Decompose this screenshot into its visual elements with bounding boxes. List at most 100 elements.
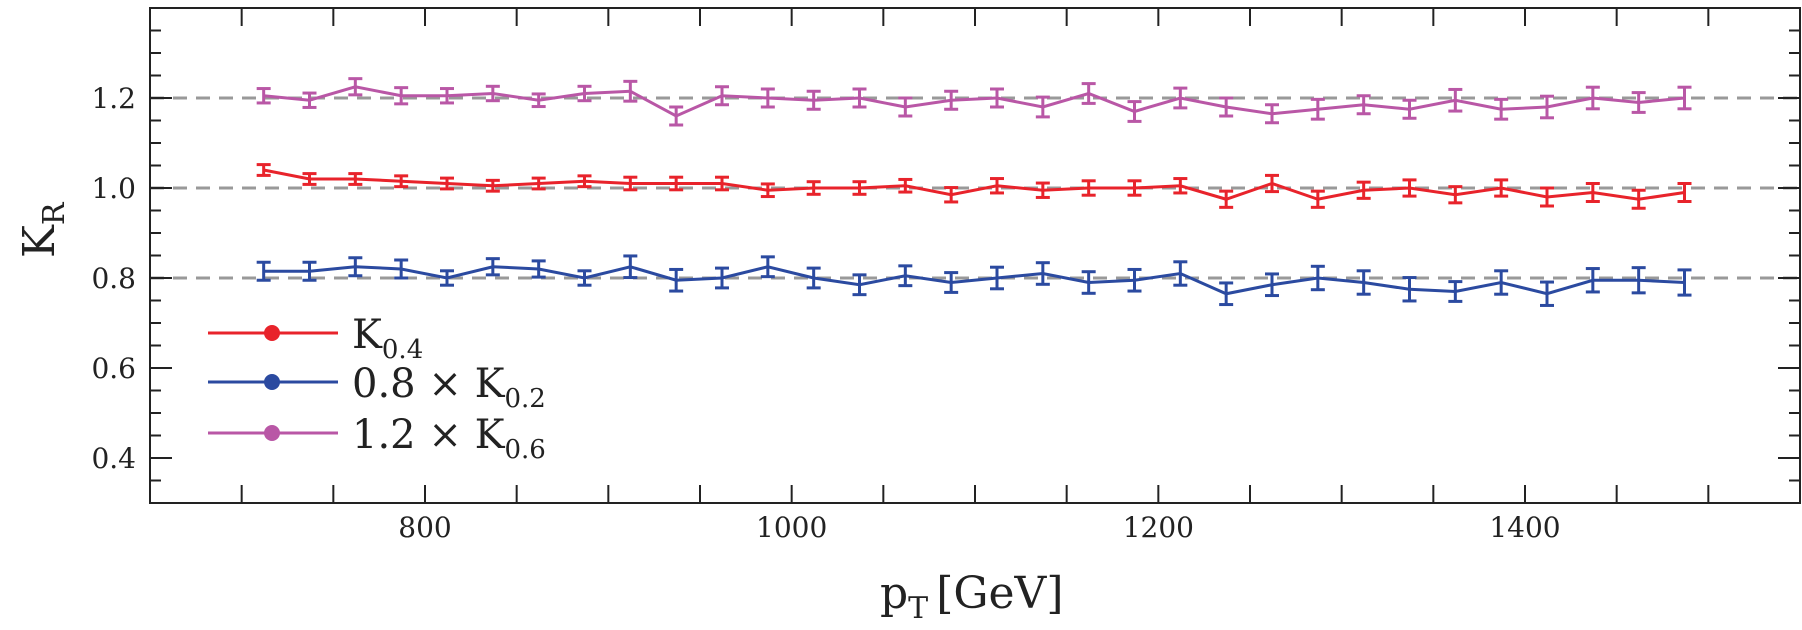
data-point (1585, 182, 1600, 203)
data-point (715, 266, 729, 290)
data-point (1631, 188, 1646, 210)
legend-label: 1.2 × K0.6 (352, 412, 546, 465)
data-point (1127, 267, 1142, 293)
y-tick-label: 1.0 (91, 172, 136, 205)
data-point (302, 260, 317, 282)
legend-label-sub: 0.2 (504, 384, 545, 414)
x-axis-label: pT [GeV] (880, 568, 1063, 626)
data-point (1173, 177, 1188, 195)
legend-label-prefix: 1.2 × (352, 412, 475, 458)
data-point (623, 254, 638, 280)
data-point (852, 87, 867, 109)
data-point (348, 172, 363, 186)
legend-entry-k02: 0.8 × K0.2 (208, 361, 546, 414)
series-0.2 (256, 254, 1692, 307)
data-point (760, 87, 775, 109)
data-point (1448, 280, 1463, 303)
y-tick-label: 1.2 (91, 82, 136, 115)
data-point (623, 79, 638, 103)
data-point (1127, 100, 1142, 123)
data-point (394, 174, 409, 189)
data-point (577, 269, 592, 287)
legend-label-sub: 0.4 (382, 335, 423, 365)
data-point (898, 96, 913, 118)
data-point (944, 89, 959, 111)
x-axis-label-unit: [GeV] (936, 568, 1063, 619)
x-tick-label: 1400 (1489, 511, 1560, 544)
data-point (531, 176, 546, 191)
data-point (485, 257, 500, 277)
x-tick-label: 1000 (756, 511, 827, 544)
data-point (1631, 91, 1646, 114)
data-point (302, 172, 317, 186)
data-point (1173, 260, 1188, 287)
data-point (715, 85, 729, 107)
data-point (394, 258, 409, 280)
data-point (1356, 269, 1371, 296)
data-point (1265, 272, 1279, 298)
data-point (394, 86, 409, 106)
data-point (944, 271, 959, 294)
x-axis-label-sub: T (908, 591, 928, 626)
data-point (1631, 266, 1646, 295)
data-point (1448, 87, 1463, 113)
data-point (1585, 85, 1600, 111)
data-point (1494, 97, 1509, 121)
data-point (1677, 85, 1692, 111)
legend-marker (264, 374, 280, 390)
x-tick-label: 1200 (1123, 511, 1194, 544)
series-layer (256, 77, 1692, 307)
data-point (990, 177, 1004, 195)
data-point (715, 175, 729, 192)
data-point (669, 267, 684, 293)
data-point (440, 269, 454, 287)
data-point (1356, 94, 1371, 116)
data-point (1127, 179, 1142, 197)
data-point (1540, 94, 1554, 120)
legend-entry-k06: 1.2 × K0.6 (208, 412, 546, 465)
data-point (1540, 186, 1554, 208)
data-point (577, 84, 592, 103)
data-point (990, 87, 1004, 109)
data-point (623, 175, 638, 192)
data-point (1494, 269, 1509, 296)
y-tick-label: 0.6 (91, 352, 136, 385)
data-point (440, 87, 454, 105)
y-axis-label-main: K (14, 224, 65, 258)
data-point (898, 177, 913, 194)
data-point (1402, 98, 1417, 120)
series-line (263, 85, 1685, 118)
data-point (256, 260, 271, 282)
data-point (302, 91, 317, 109)
data-point (348, 77, 363, 97)
legend: K0.4 0.8 × K0.2 1.2 × K0.6 (208, 312, 546, 465)
y-tick-label: 0.8 (91, 262, 136, 295)
series-line (263, 168, 1685, 201)
data-point (485, 84, 500, 103)
data-point (1540, 280, 1554, 307)
data-point (1265, 103, 1279, 125)
data-point (1081, 82, 1096, 105)
data-point (806, 266, 821, 290)
data-point (1310, 264, 1325, 292)
data-point (944, 186, 959, 204)
data-point (1035, 95, 1050, 119)
data-point (256, 163, 271, 177)
legend-label-main: K (475, 412, 506, 458)
data-point (531, 259, 546, 279)
data-point (1310, 97, 1325, 121)
y-tick-label: 0.4 (91, 442, 136, 475)
data-point (577, 174, 592, 189)
axis-ticks (150, 7, 1800, 504)
data-point (760, 255, 775, 279)
data-point (531, 92, 546, 109)
data-point (1402, 178, 1417, 198)
legend-label-main: K (352, 312, 383, 358)
data-point (1677, 268, 1692, 297)
data-point (1219, 281, 1234, 307)
legend-marker (264, 425, 280, 441)
legend-label: K0.4 (352, 312, 423, 365)
y-axis-label-sub: R (37, 201, 72, 225)
data-point (1310, 189, 1325, 209)
